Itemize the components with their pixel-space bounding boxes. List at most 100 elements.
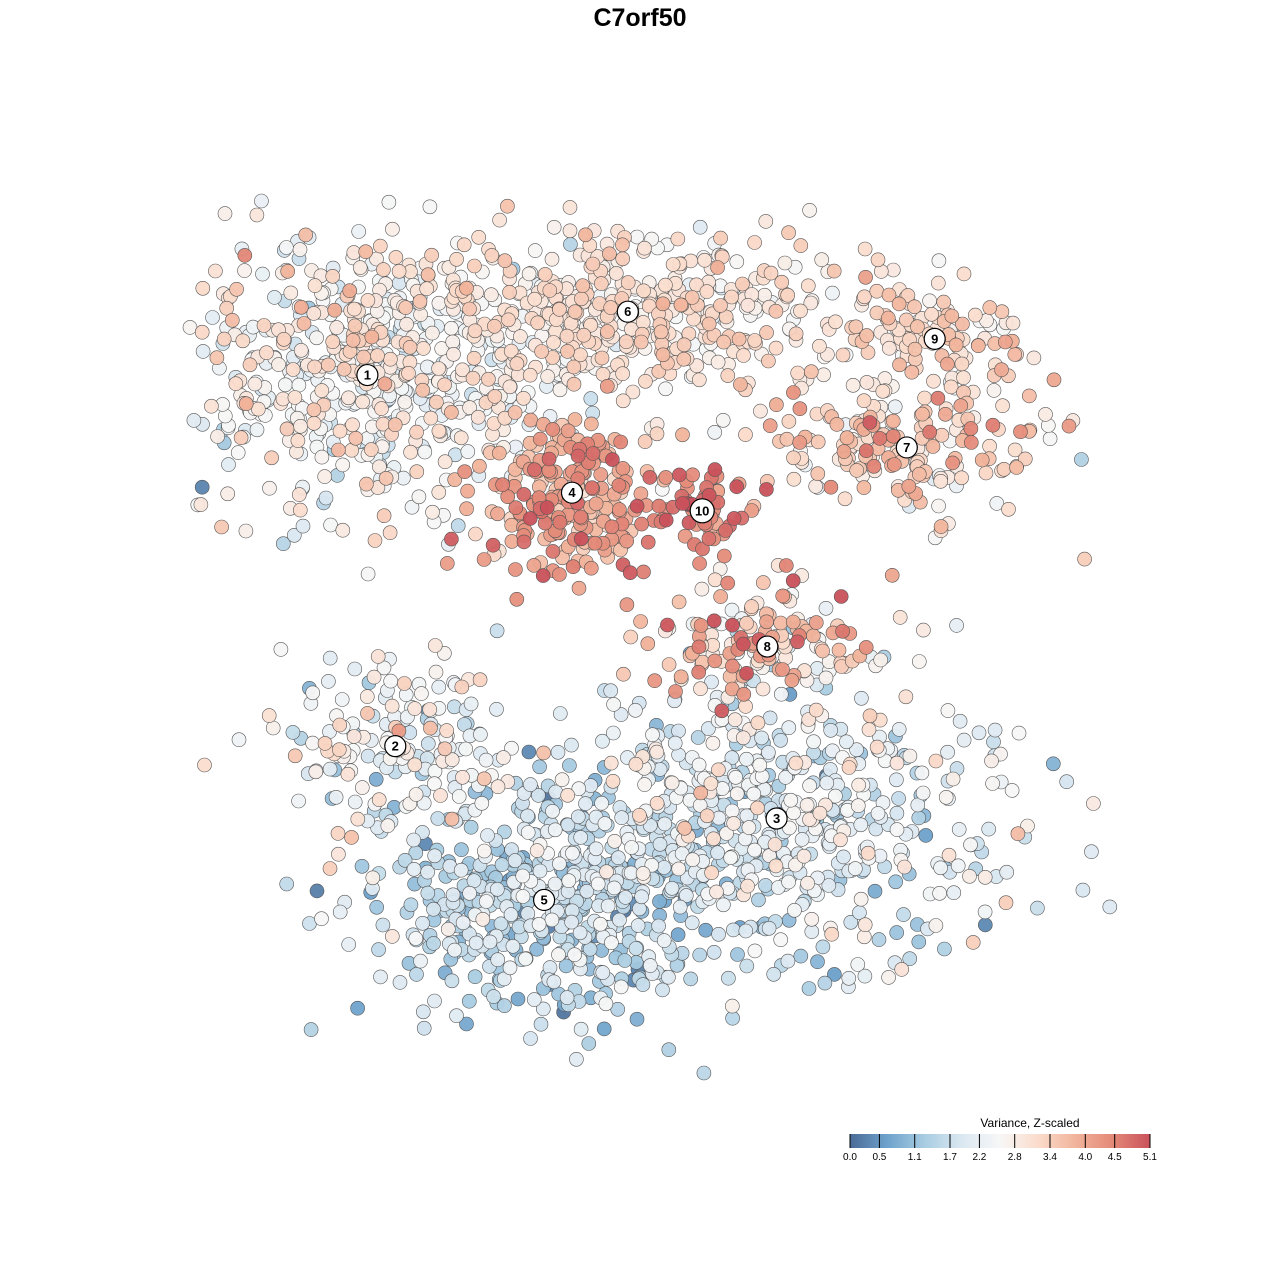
- data-point: [818, 600, 834, 616]
- data-point: [951, 822, 967, 837]
- data-point: [526, 558, 542, 573]
- data-point: [416, 341, 431, 356]
- data-point: [182, 320, 198, 335]
- data-point: [790, 365, 806, 381]
- data-point: [787, 902, 802, 918]
- data-point: [193, 497, 209, 512]
- data-point: [701, 531, 717, 546]
- data-point: [276, 331, 292, 347]
- data-point: [704, 865, 719, 881]
- data-point: [578, 796, 593, 811]
- data-point: [550, 744, 566, 760]
- data-point: [521, 266, 537, 282]
- data-point: [306, 415, 322, 431]
- data-point: [944, 308, 960, 324]
- data-point: [372, 238, 388, 254]
- data-point: [814, 252, 830, 268]
- legend-title: Variance, Z-scaled: [980, 1116, 1079, 1130]
- data-point: [784, 673, 800, 688]
- data-point: [950, 858, 966, 874]
- data-point: [473, 727, 488, 742]
- data-point: [624, 840, 639, 855]
- data-point: [447, 942, 462, 958]
- data-point: [359, 689, 375, 704]
- data-point: [230, 445, 246, 460]
- data-point: [423, 720, 438, 736]
- cluster-label-3: 3: [765, 807, 788, 830]
- data-point: [858, 443, 874, 459]
- data-point: [447, 472, 463, 488]
- data-point: [619, 533, 635, 549]
- data-point: [613, 979, 629, 995]
- data-point: [468, 526, 483, 542]
- data-point: [402, 339, 418, 355]
- data-point: [638, 373, 653, 389]
- data-point: [415, 915, 430, 931]
- data-point: [489, 701, 504, 717]
- data-point: [411, 489, 427, 505]
- cluster-label-badge: [616, 300, 639, 323]
- data-point: [804, 911, 820, 927]
- data-point: [444, 811, 460, 827]
- data-point: [1011, 725, 1027, 741]
- data-point: [561, 873, 577, 889]
- data-point: [604, 935, 619, 951]
- data-point: [703, 776, 719, 791]
- data-point: [594, 795, 609, 811]
- data-point: [897, 859, 912, 875]
- data-point: [399, 316, 414, 332]
- data-point: [330, 826, 346, 841]
- data-point: [831, 642, 847, 658]
- data-point: [710, 845, 725, 861]
- data-point: [896, 907, 911, 922]
- data-point: [599, 378, 615, 394]
- data-point: [406, 861, 422, 877]
- data-point: [444, 973, 460, 989]
- data-point: [552, 382, 568, 398]
- data-point: [751, 892, 766, 908]
- data-point: [1059, 774, 1074, 790]
- data-point: [576, 327, 592, 343]
- data-point: [738, 699, 753, 714]
- cluster-label-text: 2: [392, 739, 399, 754]
- data-point: [727, 712, 743, 728]
- data-point: [886, 457, 902, 472]
- data-point: [481, 371, 496, 387]
- data-point: [850, 798, 866, 814]
- data-point: [409, 464, 425, 480]
- data-point: [989, 496, 1005, 511]
- data-point: [291, 793, 306, 809]
- data-point: [713, 589, 728, 604]
- data-point: [593, 276, 609, 291]
- data-point: [210, 429, 225, 444]
- data-point: [352, 260, 368, 275]
- data-point: [731, 331, 747, 347]
- data-point: [522, 367, 538, 383]
- data-point: [341, 390, 356, 406]
- data-point: [825, 743, 840, 759]
- legend-tick-label: 5.1: [1143, 1152, 1157, 1163]
- data-point: [600, 898, 616, 914]
- data-point: [403, 444, 418, 460]
- data-point: [729, 786, 745, 802]
- data-point: [249, 422, 265, 438]
- data-point: [664, 775, 680, 791]
- data-point: [487, 389, 503, 404]
- data-point: [869, 739, 885, 755]
- data-point: [740, 878, 755, 894]
- data-point: [925, 439, 941, 454]
- data-point: [858, 269, 873, 285]
- data-point: [997, 334, 1013, 350]
- data-point: [887, 399, 903, 415]
- data-point: [728, 769, 744, 785]
- data-point: [552, 514, 568, 530]
- cluster-label-text: 7: [903, 440, 910, 455]
- data-point: [736, 686, 752, 702]
- data-point: [455, 362, 470, 378]
- data-point: [985, 417, 1001, 433]
- data-point: [692, 556, 707, 571]
- data-point: [516, 487, 532, 502]
- data-point: [1038, 407, 1053, 422]
- data-point: [372, 459, 387, 475]
- data-point: [334, 692, 350, 707]
